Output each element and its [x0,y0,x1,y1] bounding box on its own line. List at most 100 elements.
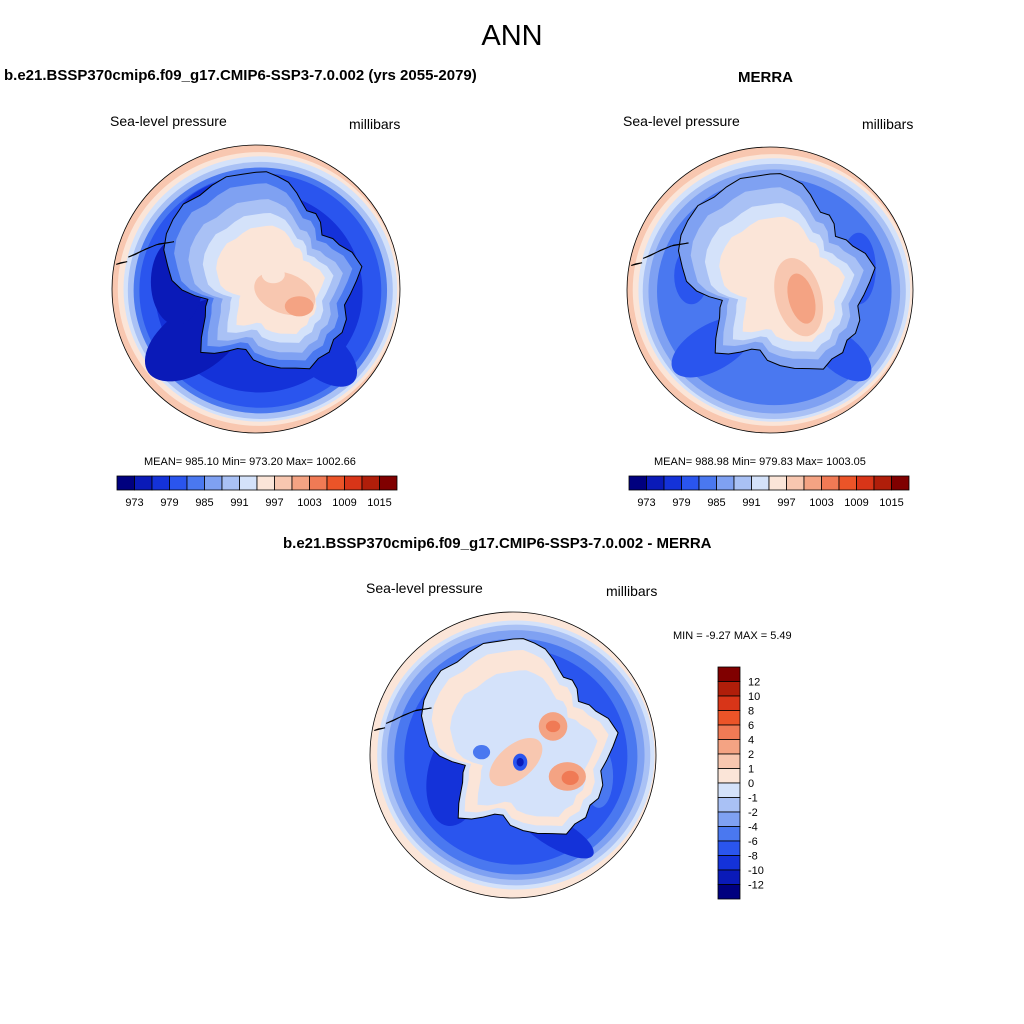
panel3-colorbar-box [717,840,741,856]
panel2-polar-map [626,146,914,434]
panel2-colorbar-box [856,475,875,491]
panel3-colorbar-box [717,826,741,842]
panel3-colorbar-box [717,666,741,682]
panel1-polar-map [111,144,401,434]
panel1-colorbar-box [291,475,310,491]
panel3-polar-map [369,611,657,899]
panel3-colorbar-box [717,710,741,726]
panel2-map-border [626,146,914,434]
panel2-title: MERRA [738,69,793,86]
panel3-plateau-cell [516,757,524,767]
panel2-variable-label: Sea-level pressure [623,113,740,129]
panel2-colorbar-box [628,475,647,491]
panel1-colorbar-box [256,475,275,491]
panel2-colorbar-box [786,475,805,491]
panel1-colorbar-tick-label: 1003 [297,497,321,509]
panel3-colorbar-box [717,797,741,813]
panel3-colorbar-box [717,768,741,784]
panel1-peninsula-coastline [128,241,175,258]
panel3-colorbar-box [717,869,741,885]
panel3-colorbar-box [717,681,741,697]
panel2-south-america-coastline [631,262,643,266]
panel2-colorbar-box [838,475,857,491]
panel1-field [112,145,400,433]
panel1-colorbar-tick-label: 979 [160,497,178,509]
panel3-colorbar-box [717,695,741,711]
panel2-peninsula-coastline [642,242,689,259]
panel1-colorbar-box [151,475,170,491]
main-title: ANN [481,20,543,52]
panel3-stats: MIN = -9.27 MAX = 5.49 [673,630,792,642]
panel2-colorbar-tick-label: 985 [707,497,725,509]
panel3-south-america-coastline [374,727,386,731]
panel3-variable-label: Sea-level pressure [366,580,483,596]
panel1-map-border [111,144,401,434]
panel2-colorbar-box [716,475,735,491]
panel1-colorbar-box [379,475,398,491]
panel3-colorbar-box [717,884,741,900]
panel2-colorbar-box [873,475,892,491]
panel3-colorbar-box [717,782,741,798]
panel1-title: b.e21.BSSP370cmip6.f09_g17.CMIP6-SSP3-7.… [4,67,477,84]
panel1-colorbar-box [274,475,293,491]
panel1-colorbar-box [186,475,205,491]
panel2-colorbar-box [681,475,700,491]
panel2-colorbar-tick-label: 991 [742,497,760,509]
panel3-colorbar-tick-label: -2 [748,807,758,819]
panel3-colorbar-box [717,811,741,827]
panel1-colorbar-box [344,475,363,491]
panel3-plateau-cell [545,720,561,733]
panel2-colorbar-box [698,475,717,491]
panel2-colorbar-tick-label: 1015 [879,497,903,509]
panel2-field [627,147,913,433]
panel2-colorbar-tick-label: 997 [777,497,795,509]
panel2-colorbar-tick-label: 979 [672,497,690,509]
panel1-south-america-coastline [116,261,128,265]
panel3-coastline [420,638,619,835]
panel3-colorbar-box [717,753,741,769]
panel3-plateau-cell [561,770,579,786]
panel1-colorbar-tick-label: 997 [265,497,283,509]
panel2-colorbar-tick-label: 973 [637,497,655,509]
panel3-colorbar-tick-label: 4 [748,735,754,747]
panel1-colorbar-box [134,475,153,491]
panel2-colorbar-box [768,475,787,491]
panel2-stats: MEAN= 988.98 Min= 979.83 Max= 1003.05 [654,456,866,468]
panel2-colorbar-box [646,475,665,491]
panel3-colorbar-box [717,855,741,871]
panel3-colorbar-tick-label: -4 [748,822,758,834]
panel1-plateau-cell [261,265,285,284]
panel2-colorbar: 973 979 985 991 997 1003 1009 1015 [628,475,910,509]
panel1-colorbar-tick-label: 1009 [332,497,356,509]
panel3-plateau-cell [472,744,491,760]
panel1-colorbar-tick-label: 985 [195,497,213,509]
panel3-colorbar-box [717,724,741,740]
panel3-colorbar-tick-label: -10 [748,865,764,877]
panel1-colorbar-tick-label: 1015 [367,497,391,509]
panel1-colorbar-box [204,475,223,491]
panel3-colorbar-tick-label: 2 [748,749,754,761]
panel3-map-border [369,611,657,899]
panel3-colorbar-tick-label: 1 [748,764,754,776]
panel2-plateau-cell [787,273,816,324]
panel3-title: b.e21.BSSP370cmip6.f09_g17.CMIP6-SSP3-7.… [283,535,712,552]
panel2-units-label: millibars [862,116,914,132]
panel1-units-label: millibars [349,116,401,132]
panel1-coastline [163,171,363,370]
panel1-colorbar-box [221,475,240,491]
panel3-field [370,612,656,898]
panel2-colorbar-tick-label: 1003 [809,497,833,509]
panel3-colorbar-tick-label: -6 [748,836,758,848]
panel2-colorbar-box [803,475,822,491]
panel3-colorbar-tick-label: -12 [748,880,764,892]
panel2-colorbar-box [891,475,910,491]
panel1-stats: MEAN= 985.10 Min= 973.20 Max= 1002.66 [144,456,356,468]
panel2-coastline [677,173,876,370]
panel2-colorbar-tick-label: 1009 [844,497,868,509]
panel1-variable-label: Sea-level pressure [110,113,227,129]
panel3-colorbar-tick-label: 12 [748,677,760,689]
panel1-plateau-cell [284,296,314,317]
panel3-colorbar-tick-label: 8 [748,706,754,718]
panel3-units-label: millibars [606,583,658,599]
